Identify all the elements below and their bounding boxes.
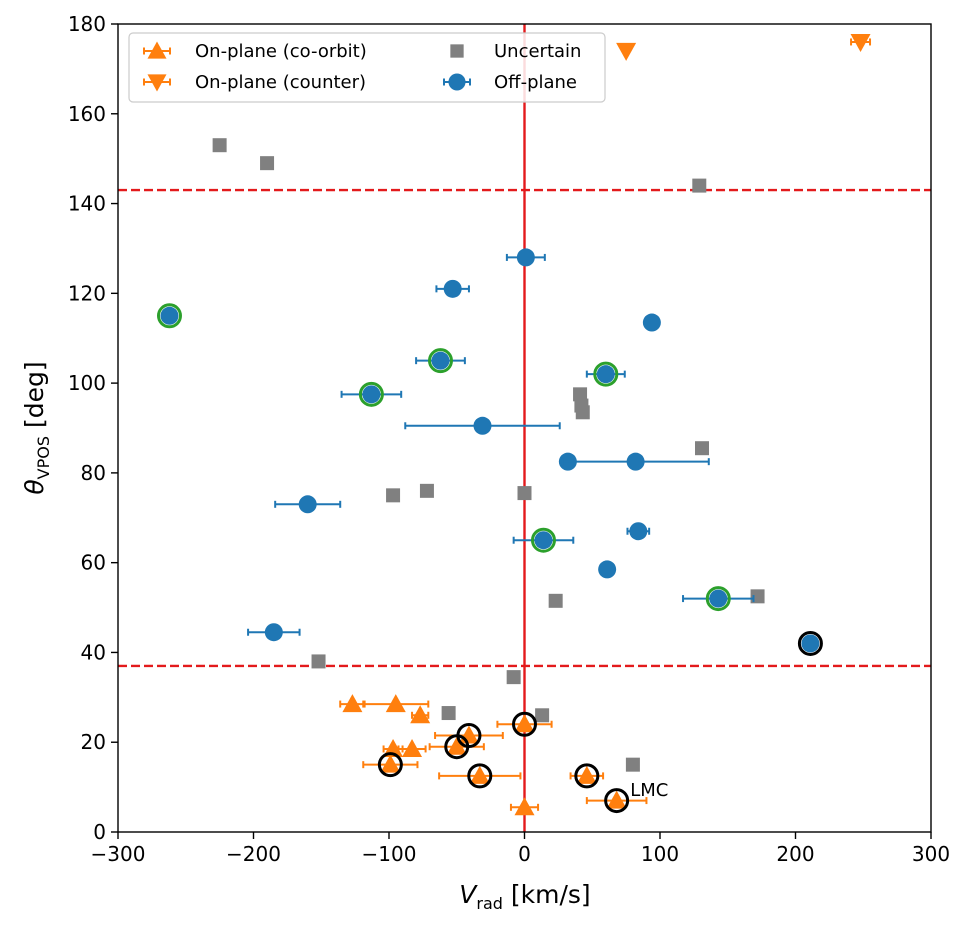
legend-box	[128, 32, 606, 103]
data-point	[695, 441, 710, 456]
x-axis-label: Vrad [km/s]	[459, 880, 590, 913]
y-tick-label: 120	[68, 281, 106, 305]
legend-marker-triangle-down	[147, 74, 167, 92]
highlight-ring	[377, 752, 403, 778]
y-tick-label: 20	[81, 730, 106, 754]
y-tick-label: 160	[68, 102, 106, 126]
legend-label: Uncertain	[494, 41, 581, 62]
data-point	[362, 385, 381, 404]
data-point	[410, 705, 431, 724]
highlight-ring	[705, 586, 731, 612]
data-point	[625, 757, 640, 772]
series-green-outline-highlight	[156, 303, 731, 612]
data-point	[212, 138, 227, 153]
y-tick-label: 180	[68, 12, 106, 36]
highlight-ring	[604, 788, 630, 814]
data-point	[692, 178, 707, 193]
data-point	[264, 623, 283, 642]
x-tick-label: 100	[641, 842, 679, 866]
legend-marker-triangle-up	[147, 41, 167, 59]
y-tick-label: 140	[68, 192, 106, 216]
legend-label: On-plane (counter)	[195, 72, 366, 93]
data-point	[598, 560, 617, 579]
data-point	[380, 754, 401, 773]
data-point	[709, 589, 728, 608]
legend-marker-circle	[448, 73, 466, 91]
data-point	[419, 483, 434, 498]
annotation-label: LMC	[630, 780, 668, 801]
data-point	[850, 33, 871, 52]
legend-item: On-plane (co-orbit)	[143, 41, 367, 62]
data-point	[514, 797, 535, 816]
data-point	[446, 736, 467, 755]
legend-marker-square	[450, 44, 464, 58]
data-point	[642, 313, 661, 332]
data-point	[342, 694, 363, 713]
highlight-ring	[156, 303, 182, 329]
legend-item: Uncertain	[450, 41, 581, 62]
data-point	[596, 365, 615, 384]
y-tick-label: 60	[81, 551, 106, 575]
x-tick-label: −200	[226, 842, 281, 866]
data-point	[298, 495, 317, 514]
highlight-ring	[797, 630, 823, 656]
legend-item: On-plane (counter)	[143, 72, 366, 93]
data-point	[629, 522, 648, 541]
legend-item: Off-plane	[443, 72, 577, 93]
highlight-ring	[358, 381, 384, 407]
data-point	[516, 248, 535, 267]
series-black-outline-highlight	[377, 630, 823, 814]
y-tick-label: 80	[81, 461, 106, 485]
data-point	[616, 42, 637, 61]
highlight-ring	[427, 348, 453, 374]
data-point	[402, 738, 423, 757]
data-point	[534, 531, 553, 550]
data-point	[441, 706, 456, 721]
legend-label: Off-plane	[494, 72, 577, 93]
highlight-ring	[467, 763, 493, 789]
x-tick-label: 300	[912, 842, 950, 866]
y-tick-label: 100	[68, 371, 106, 395]
y-tick-label: 0	[93, 820, 106, 844]
data-point	[514, 714, 535, 733]
data-point	[801, 634, 820, 653]
highlight-ring	[512, 711, 537, 737]
data-point	[431, 351, 450, 370]
data-point	[311, 654, 326, 669]
x-tick-label: −100	[362, 842, 417, 866]
data-point	[576, 765, 597, 784]
x-tick-label: 200	[776, 842, 814, 866]
x-tick-label: 0	[518, 842, 531, 866]
data-point	[517, 486, 532, 501]
data-point	[548, 593, 563, 608]
data-point	[260, 156, 275, 171]
data-point	[469, 765, 490, 784]
series-on-plane-counter	[616, 33, 872, 61]
highlight-ring	[574, 763, 600, 789]
data-point	[575, 405, 590, 420]
highlight-ring	[444, 734, 470, 760]
data-point	[385, 694, 406, 713]
data-point	[473, 416, 492, 435]
series-on-plane-co-orbit	[339, 694, 648, 816]
series-uncertain	[212, 138, 765, 772]
data-point	[626, 452, 645, 471]
data-point	[386, 488, 401, 503]
highlight-ring	[530, 527, 556, 553]
data-point	[573, 387, 588, 402]
highlight-ring	[593, 361, 619, 387]
y-axis-label: θVPOS [deg]	[20, 361, 53, 494]
data-point	[535, 708, 550, 723]
data-point	[506, 670, 521, 685]
series-off-plane	[160, 248, 820, 653]
data-point	[606, 790, 627, 809]
legend-label: On-plane (co-orbit)	[195, 41, 367, 62]
x-tick-label: −300	[91, 842, 146, 866]
y-tick-label: 40	[81, 640, 106, 664]
data-point	[160, 306, 179, 325]
data-point	[443, 279, 462, 298]
